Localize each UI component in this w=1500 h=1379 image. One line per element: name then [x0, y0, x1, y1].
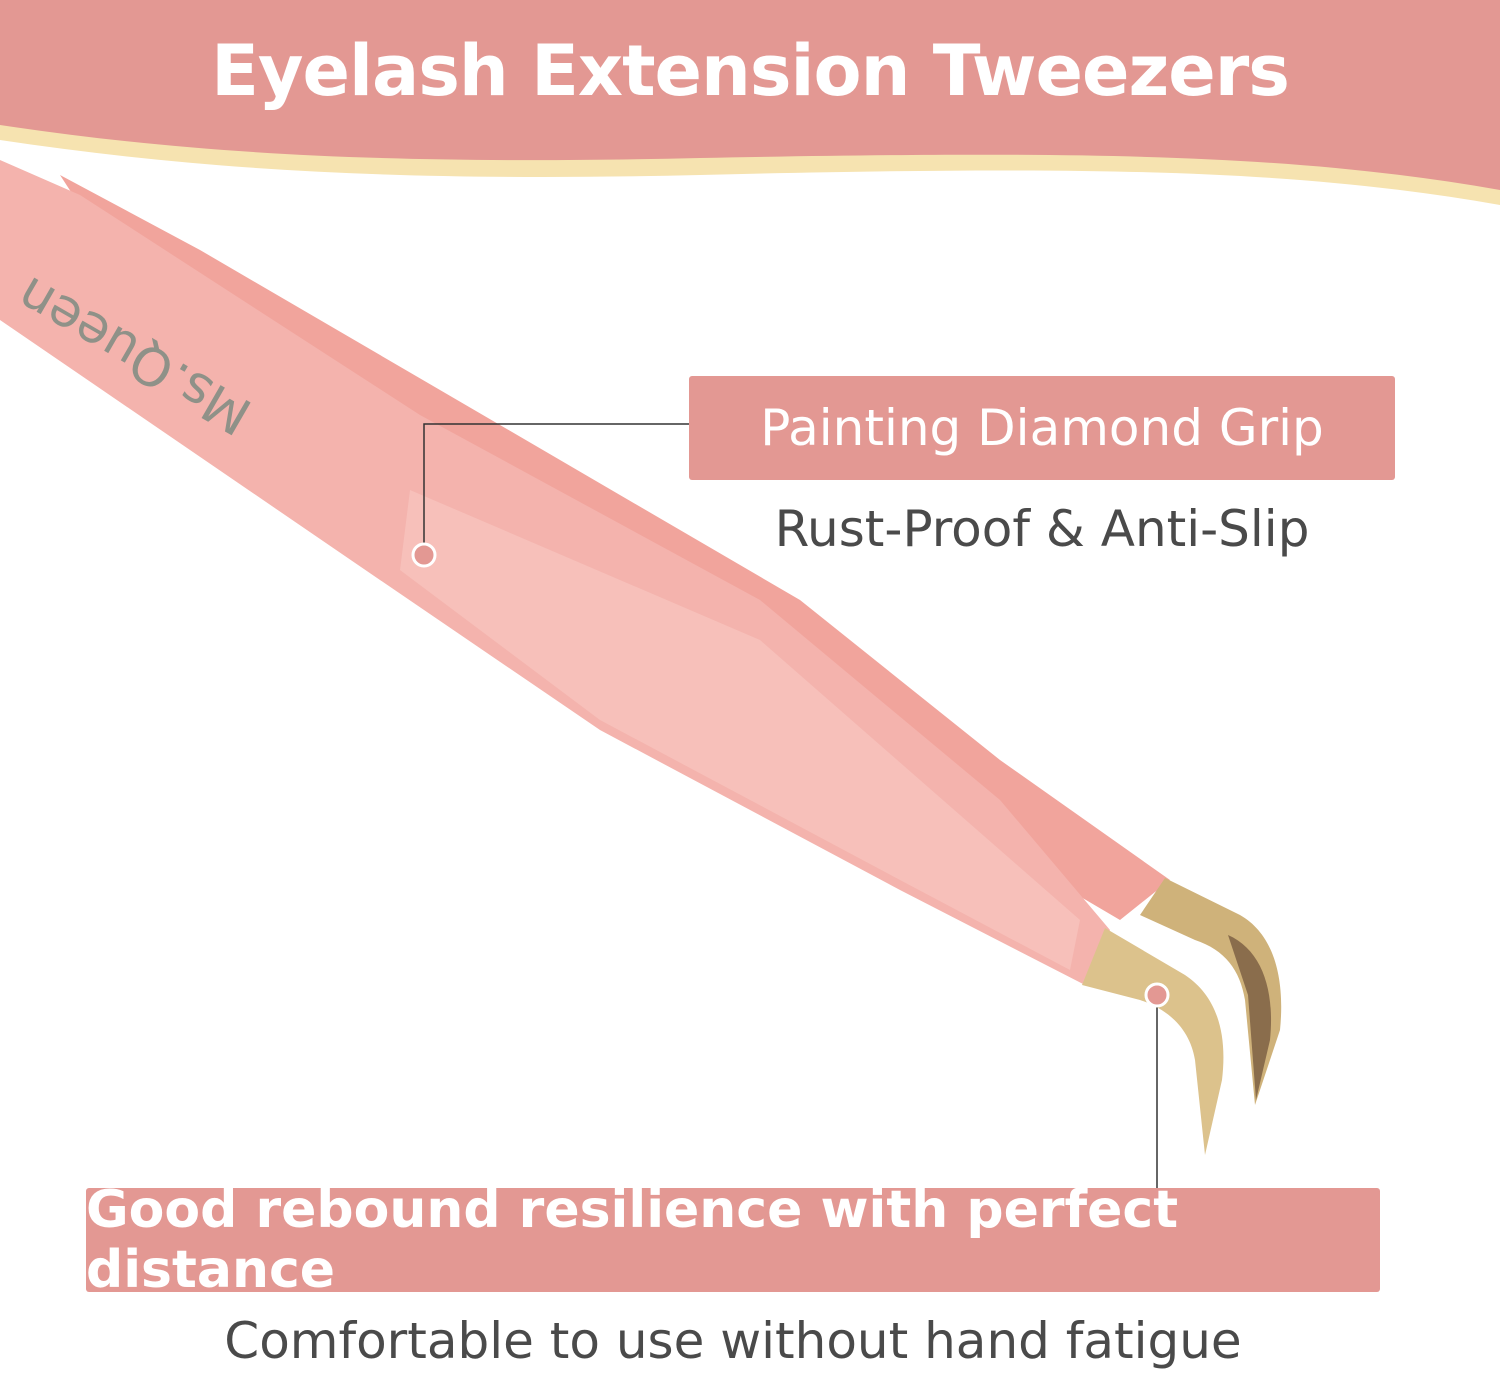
tweezer-diamond-grip [400, 490, 1080, 970]
header-band [0, 0, 1500, 190]
feature-description-grip: Rust-Proof & Anti-Slip [774, 500, 1310, 558]
tweezer-front-tip [1082, 928, 1224, 1155]
tweezer-back-tip [1140, 878, 1282, 1105]
callout-dot-grip [411, 542, 437, 568]
page-title: Eyelash Extension Tweezers [211, 30, 1290, 112]
callout-line-grip [423, 423, 689, 555]
feature-label-grip: Painting Diamond Grip [689, 376, 1395, 480]
callout-dot-tip [1144, 982, 1170, 1008]
tweezer-back-tip-grip [1228, 935, 1272, 1100]
feature-description-resilience: Comfortable to use without hand fatigue [224, 1312, 1242, 1370]
feature-label-resilience: Good rebound resilience with perfect dis… [86, 1180, 1380, 1300]
